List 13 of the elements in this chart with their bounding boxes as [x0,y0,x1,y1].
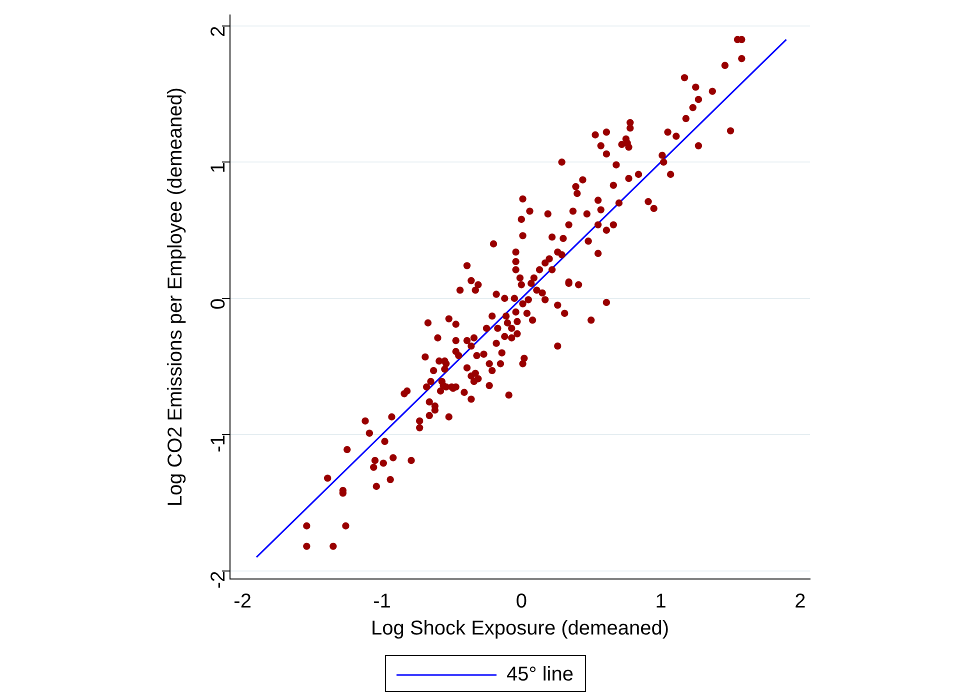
y-tick-label: 2 [208,26,230,38]
x-tick-label: -1 [373,590,391,613]
x-axis-title: Log Shock Exposure (demeaned) [371,618,669,640]
y-tick-label: 1 [208,162,230,174]
x-tick-label: -2 [234,590,252,613]
y-tick-label: -1 [208,434,230,452]
y-tick-label: 0 [208,298,230,310]
x-tick-label: 2 [794,590,806,613]
x-tick-label: 1 [655,590,666,613]
y-tick-label: -2 [208,570,230,589]
y-axis-title: Log CO2 Emissions per Employee (demeaned) [164,87,187,507]
legend-label: 45° line [506,664,574,686]
x-tick-label: 0 [516,590,527,613]
